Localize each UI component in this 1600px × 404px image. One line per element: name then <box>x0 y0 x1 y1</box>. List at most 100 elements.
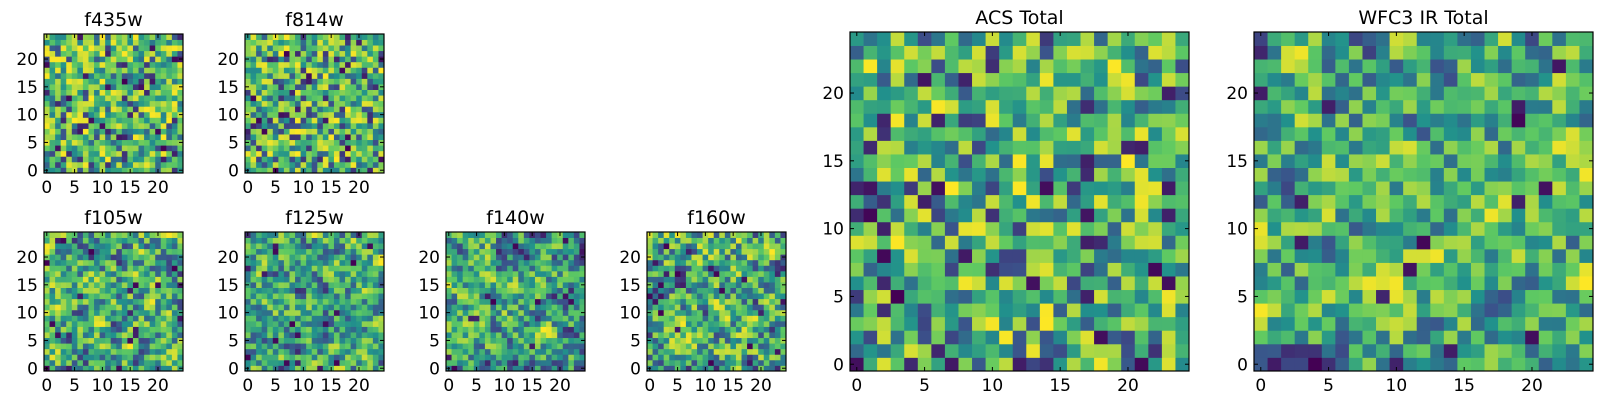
heatmap-cell <box>1162 86 1176 100</box>
heatmap-cell <box>262 162 268 168</box>
heatmap-cell <box>334 101 340 107</box>
heatmap-cell <box>1403 222 1417 236</box>
heatmap-cell <box>653 349 659 355</box>
heatmap-cell <box>44 145 50 151</box>
heatmap-cell <box>144 315 150 321</box>
heatmap-cell <box>1417 195 1431 209</box>
heatmap-cell <box>658 315 664 321</box>
heatmap-cell <box>245 360 251 366</box>
heatmap-cell <box>323 332 329 338</box>
heatmap-cell <box>328 95 334 101</box>
heatmap-cell <box>1457 263 1471 277</box>
heatmap-cell <box>116 332 122 338</box>
heatmap-cell <box>703 254 709 260</box>
heatmap-cell <box>496 232 502 238</box>
heatmap-cell <box>373 276 379 282</box>
heatmap-cell <box>474 254 480 260</box>
heatmap-cell <box>161 349 167 355</box>
heatmap-cell <box>1579 263 1593 277</box>
heatmap-cell <box>775 338 781 344</box>
heatmap-cells <box>446 232 585 371</box>
heatmap-cell <box>1268 208 1282 222</box>
heatmap-cell <box>972 263 986 277</box>
heatmap-cell <box>356 123 362 129</box>
heatmap-cell <box>111 117 117 123</box>
heatmap-cell <box>1390 181 1404 195</box>
heatmap-cell <box>1162 263 1176 277</box>
heatmap-cell <box>931 303 945 317</box>
heatmap-cell <box>730 304 736 310</box>
heatmap-cell <box>262 117 268 123</box>
heatmap-cell <box>100 271 106 277</box>
heatmap-cell <box>725 238 731 244</box>
heatmap-cell <box>306 232 312 238</box>
heatmap-cell <box>1457 303 1471 317</box>
heatmap-cell <box>251 338 257 344</box>
heatmap-cell <box>742 354 748 360</box>
heatmap-cell <box>122 315 128 321</box>
heatmap-cell <box>345 45 351 51</box>
heatmap-cell <box>100 265 106 271</box>
heatmap-cell <box>680 288 686 294</box>
heatmap-cell <box>742 260 748 266</box>
heatmap-cell <box>262 145 268 151</box>
heatmap-cell <box>77 332 83 338</box>
heatmap-cell <box>278 282 284 288</box>
heatmap-cell <box>133 62 139 68</box>
heatmap-cell <box>323 343 329 349</box>
heatmap-cell <box>1135 154 1149 168</box>
heatmap-cell <box>278 315 284 321</box>
heatmap-cell <box>127 162 133 168</box>
heatmap-cell <box>105 249 111 255</box>
heatmap-cell <box>714 360 720 366</box>
heatmap-cell <box>367 265 373 271</box>
heatmap-cell <box>1013 195 1027 209</box>
heatmap-cell <box>256 288 262 294</box>
heatmap-cell <box>317 260 323 266</box>
y-tick-label: 5 <box>630 332 641 352</box>
heatmap-cell <box>284 140 290 146</box>
heatmap-cell <box>1362 303 1376 317</box>
heatmap-cell <box>850 235 864 249</box>
heatmap-cell <box>1094 86 1108 100</box>
heatmap-cell <box>753 288 759 294</box>
heatmap-cell <box>251 304 257 310</box>
heatmap-cell <box>306 310 312 316</box>
heatmap-cell <box>144 310 150 316</box>
heatmap-cell <box>513 349 519 355</box>
heatmap-cell <box>753 310 759 316</box>
heatmap-cell <box>373 343 379 349</box>
heatmap-cell <box>245 293 251 299</box>
heatmap-cell <box>864 222 878 236</box>
heatmap-cell <box>351 129 357 135</box>
heatmap-cell <box>518 332 524 338</box>
heatmap-cell <box>262 106 268 112</box>
heatmap-cell <box>289 354 295 360</box>
heatmap-cell <box>362 304 368 310</box>
heatmap-cell <box>295 349 301 355</box>
heatmap-cell <box>958 357 972 371</box>
heatmap-cell <box>334 117 340 123</box>
heatmap-cell <box>1268 154 1282 168</box>
heatmap-cell <box>513 254 519 260</box>
heatmap-cell <box>669 293 675 299</box>
heatmap-cell <box>1094 317 1108 331</box>
heatmap-cell <box>306 156 312 162</box>
heatmap-cell <box>133 78 139 84</box>
heatmap-cell <box>1566 317 1580 331</box>
heatmap-cell <box>986 290 1000 304</box>
heatmap-cell <box>55 73 61 79</box>
heatmap-cell <box>513 282 519 288</box>
heatmap-cell <box>161 112 167 118</box>
heatmap-cell <box>541 338 547 344</box>
heatmap-cell <box>367 151 373 157</box>
heatmap-cell <box>653 343 659 349</box>
heatmap-cell <box>328 117 334 123</box>
heatmap-cell <box>94 254 100 260</box>
heatmap-cell <box>44 51 50 57</box>
heatmap-cell <box>1026 344 1040 358</box>
heatmap-cell <box>1485 249 1499 263</box>
heatmap-cell <box>664 310 670 316</box>
heatmap-cell <box>490 265 496 271</box>
heatmap-cell <box>323 84 329 90</box>
